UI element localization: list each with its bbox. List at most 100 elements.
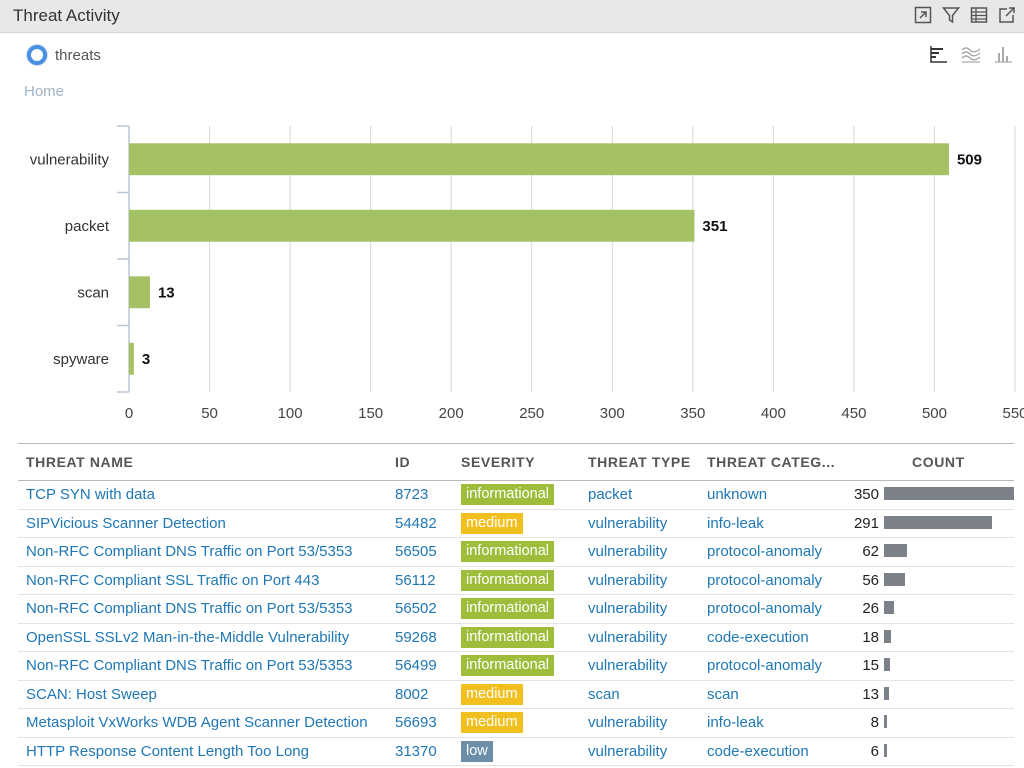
threat-category-link[interactable]: info-leak xyxy=(707,514,764,532)
x-tick-label: 200 xyxy=(439,405,464,422)
threat-name-link[interactable]: Non-RFC Compliant DNS Traffic on Port 53… xyxy=(26,657,353,674)
count-bar xyxy=(884,658,890,671)
severity-badge: informational xyxy=(461,626,555,648)
legend-marker xyxy=(27,45,47,65)
table-row[interactable]: Non-RFC Compliant SSL Traffic on Port 44… xyxy=(18,567,1014,595)
threat-category-link[interactable]: protocol-anomaly xyxy=(707,543,823,560)
header-count[interactable]: COUNT xyxy=(912,454,965,470)
titlebar-icons xyxy=(912,4,1018,26)
table-row[interactable]: Non-RFC Compliant DNS Traffic on Port 53… xyxy=(18,538,1014,567)
threat-category-link[interactable]: protocol-anomaly xyxy=(707,600,823,617)
threat-type-link[interactable]: vulnerability xyxy=(588,571,668,589)
threat-type-link[interactable]: scan xyxy=(588,685,620,703)
category-label: spyware xyxy=(53,351,109,368)
chart-view-toggle xyxy=(928,43,1014,65)
threat-category-link[interactable]: code-execution xyxy=(707,628,809,646)
severity-badge: medium xyxy=(461,712,523,733)
column-view-icon[interactable] xyxy=(992,43,1014,65)
category-label: vulnerability xyxy=(30,151,110,168)
data-label: 13 xyxy=(158,284,175,301)
category-label: scan xyxy=(77,284,109,301)
breadcrumb[interactable]: Home xyxy=(24,83,65,100)
table-row[interactable]: Non-RFC Compliant DNS Traffic on Port 53… xyxy=(18,652,1014,681)
threat-type-link[interactable]: vulnerability xyxy=(588,657,668,674)
table-row[interactable]: Non-RFC Compliant DNS Traffic on Port 53… xyxy=(18,595,1014,624)
threat-category-link[interactable]: code-execution xyxy=(707,742,809,760)
threat-type-link[interactable]: vulnerability xyxy=(588,742,668,760)
table-row[interactable]: SIPVicious Scanner Detection 54482 medium v… xyxy=(18,510,1014,538)
count-value: 26 xyxy=(862,600,879,617)
threat-type-link[interactable]: packet xyxy=(588,486,633,503)
data-label: 509 xyxy=(957,151,982,168)
count-value: 13 xyxy=(862,685,879,703)
severity-badge: low xyxy=(461,740,493,762)
count-bar xyxy=(884,743,887,757)
threat-id-link[interactable]: 31370 xyxy=(395,742,437,760)
threat-name-link[interactable]: Metasploit VxWorks WDB Agent Scanner Det… xyxy=(26,714,368,731)
severity-badge: informational xyxy=(461,598,555,619)
area-view-icon[interactable] xyxy=(960,43,982,65)
threat-category-link[interactable]: scan xyxy=(707,685,739,703)
x-tick-label: 0 xyxy=(125,405,133,422)
data-label: 351 xyxy=(702,218,727,235)
count-value: 6 xyxy=(870,742,879,760)
bar-scan xyxy=(129,276,150,309)
expand-icon[interactable] xyxy=(912,4,934,26)
threat-type-link[interactable]: vulnerability xyxy=(588,714,668,731)
threat-name-link[interactable]: Non-RFC Compliant SSL Traffic on Port 44… xyxy=(26,571,320,589)
threat-category-link[interactable]: protocol-anomaly xyxy=(707,657,823,674)
threat-id-link[interactable]: 8002 xyxy=(395,685,429,703)
threat-name-link[interactable]: SCAN: Host Sweep xyxy=(26,685,157,703)
bar-view-icon[interactable] xyxy=(928,43,950,65)
x-tick-label: 400 xyxy=(761,405,786,422)
header-threat-name[interactable]: THREAT NAME xyxy=(26,454,134,470)
threat-id-link[interactable]: 56499 xyxy=(395,657,437,674)
threat-category-link[interactable]: unknown xyxy=(707,486,768,503)
threat-category-link[interactable]: protocol-anomaly xyxy=(707,571,823,589)
table-row[interactable]: Metasploit VxWorks WDB Agent Scanner Det… xyxy=(18,709,1014,738)
threat-id-link[interactable]: 56502 xyxy=(395,600,437,617)
severity-badge: informational xyxy=(461,655,555,676)
table-row[interactable]: OpenSSL SSLv2 Man-in-the-Middle Vulnerab… xyxy=(18,624,1014,652)
chart-legend[interactable]: threats xyxy=(27,45,101,65)
filter-icon[interactable] xyxy=(940,4,962,26)
threat-type-link[interactable]: vulnerability xyxy=(588,600,668,617)
count-bar xyxy=(884,544,908,557)
threat-type-link[interactable]: vulnerability xyxy=(588,543,668,560)
threat-type-link[interactable]: vulnerability xyxy=(588,514,668,532)
header-severity[interactable]: SEVERITY xyxy=(461,454,536,470)
threat-name-link[interactable]: TCP SYN with data xyxy=(26,486,155,503)
threat-name-link[interactable]: OpenSSL SSLv2 Man-in-the-Middle Vulnerab… xyxy=(26,628,350,646)
header-threat-type[interactable]: THREAT TYPE xyxy=(588,454,691,470)
table-icon[interactable] xyxy=(968,4,990,26)
table-row[interactable]: HTTP Response Content Length Too Long 313… xyxy=(18,738,1014,766)
table-row[interactable]: SCAN: Host Sweep 8002 medium scan scan 13 xyxy=(18,681,1014,709)
export-icon[interactable] xyxy=(996,4,1018,26)
threat-name-link[interactable]: Non-RFC Compliant DNS Traffic on Port 53… xyxy=(26,600,353,617)
threat-id-link[interactable]: 56112 xyxy=(395,571,436,589)
header-threat-category[interactable]: THREAT CATEG... xyxy=(707,454,836,470)
threat-id-link[interactable]: 56693 xyxy=(395,714,437,731)
threat-id-link[interactable]: 56505 xyxy=(395,543,437,560)
threat-category-link[interactable]: info-leak xyxy=(707,714,764,731)
severity-badge: informational xyxy=(461,569,555,591)
threat-id-link[interactable]: 59268 xyxy=(395,628,437,646)
count-bar xyxy=(884,487,1014,500)
count-bar xyxy=(884,686,889,700)
threat-name-link[interactable]: Non-RFC Compliant DNS Traffic on Port 53… xyxy=(26,543,353,560)
count-value: 18 xyxy=(862,628,879,646)
header-id[interactable]: ID xyxy=(395,454,411,470)
count-value: 56 xyxy=(862,571,879,589)
threat-id-link[interactable]: 54482 xyxy=(395,514,437,532)
x-tick-label: 450 xyxy=(841,405,866,422)
threat-id-link[interactable]: 8723 xyxy=(395,486,429,503)
count-bar xyxy=(884,715,887,728)
severity-badge: informational xyxy=(461,484,555,505)
threat-name-link[interactable]: HTTP Response Content Length Too Long xyxy=(26,742,309,760)
bar-packet xyxy=(129,209,695,242)
table-row[interactable]: TCP SYN with data 8723 informational packet… xyxy=(18,481,1014,510)
table-body: TCP SYN with data 8723 informational packet… xyxy=(18,481,1014,766)
threat-name-link[interactable]: SIPVicious Scanner Detection xyxy=(26,514,226,532)
threat-type-link[interactable]: vulnerability xyxy=(588,628,668,646)
